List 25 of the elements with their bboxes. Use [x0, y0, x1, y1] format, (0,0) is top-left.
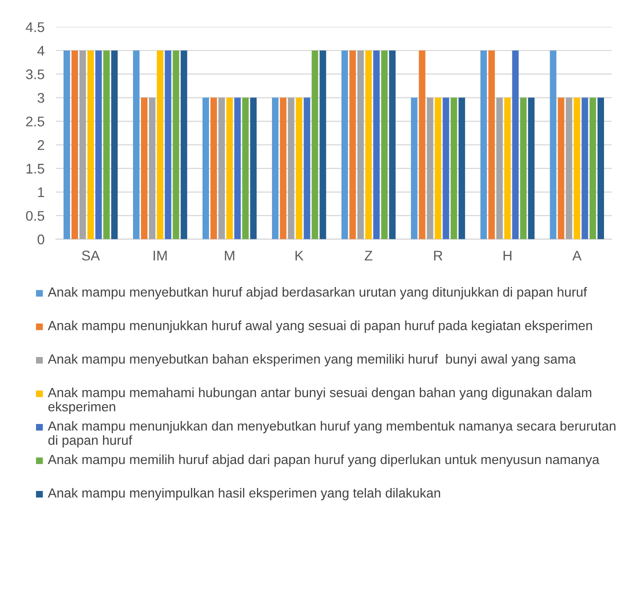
x-tick-label: K [296, 250, 304, 260]
y-tick-label: 0 [38, 234, 44, 244]
x-tick-label: A [572, 250, 582, 260]
y-tick-label: 3 [38, 93, 44, 103]
y-tick-label: 3.5 [26, 69, 44, 80]
legend-label: Anak mampu memahami hubungan antar bunyi sesuai dengan bahan yang digunakan dalam eksperimen [48, 388, 592, 414]
y-tick-label: 1 [38, 188, 44, 198]
y-tick-label: 1.5 [26, 164, 44, 174]
x-tick-label: R [434, 250, 442, 260]
y-tick-label: 2.5 [26, 116, 44, 126]
x-tick-label: H [504, 250, 512, 260]
x-tick-label: Z [364, 250, 372, 260]
x-tick-label: SA [82, 250, 100, 261]
y-tick-label: 0.5 [26, 210, 44, 221]
y-tick-label: 4.5 [26, 22, 44, 32]
y-tick-label: 2 [38, 140, 44, 150]
legend-label: Anak mampu menunjukkan dan menyebutkan huruf yang membentuk namanya secara berurutan di papan huruf [48, 420, 616, 448]
y-tick-label: 4 [37, 46, 44, 56]
legend-label: Anak mampu memilih huruf abjad dari papan huruf yang diperlukan untuk menyusun namanya [48, 454, 600, 467]
legend-label: Anak mampu menyebutkan huruf abjad berdasarkan urutan yang ditunjukkan di papan huruf [48, 287, 587, 300]
legend-label: Anak mampu menyebutkan bahan eksperimen yang memiliki huruf bunyi awal yang sama [48, 354, 576, 366]
x-tick-label: IM [154, 250, 167, 260]
legend-label: Anak mampu menyimpulkan hasil eksperimen yang telah dilakukan [48, 488, 440, 500]
x-tick-label: M [224, 250, 234, 260]
legend-label: Anak mampu menunjukkan huruf awal yang sesuai di papan huruf pada kegiatan eksperimen [48, 320, 592, 333]
